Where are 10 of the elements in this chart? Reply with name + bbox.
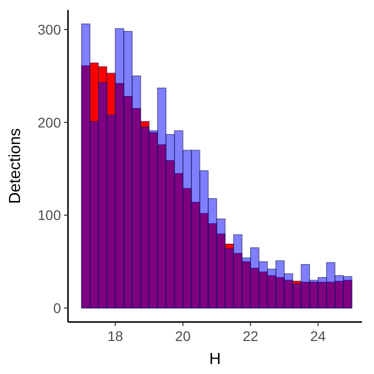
x-axis-title: H <box>209 351 221 368</box>
x-tick-label: 18 <box>108 328 124 344</box>
x-tick-label: 22 <box>242 328 258 344</box>
x-tick-label: 20 <box>175 328 191 344</box>
x-tick-label: 24 <box>310 328 326 344</box>
y-tick-label: 200 <box>38 114 62 130</box>
y-tick-label: 100 <box>38 207 62 224</box>
y-tick-label: 300 <box>38 22 62 38</box>
y-axis-title: Detections <box>7 128 24 204</box>
y-tick-label: 0 <box>53 300 62 316</box>
